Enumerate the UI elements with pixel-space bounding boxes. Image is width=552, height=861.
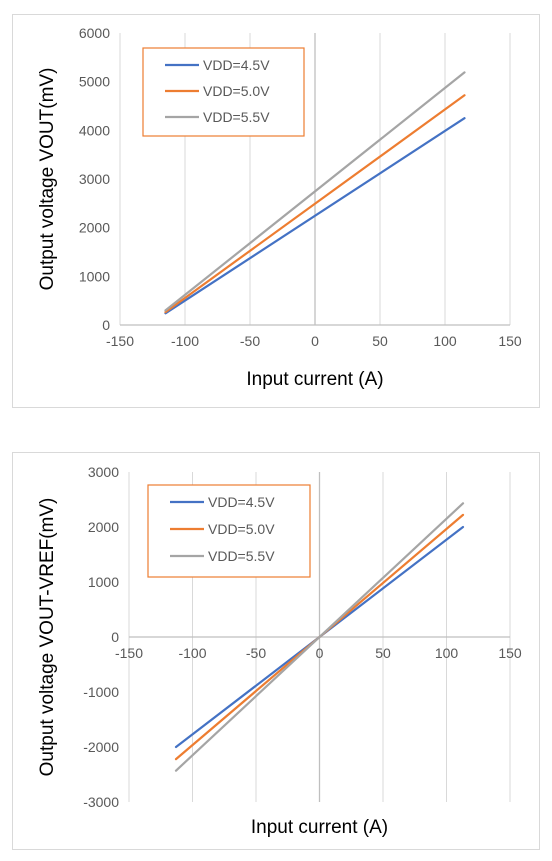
legend-label-0: VDD=4.5V	[203, 57, 270, 73]
y-tick-label: 3000	[79, 171, 110, 187]
legend-box	[147, 484, 311, 578]
series-line-0	[164, 117, 466, 315]
legend-label-2: VDD=5.5V	[208, 548, 275, 564]
x-tick-label: -100	[178, 645, 206, 661]
y-axis-title: Output voltage VOUT(mV)	[37, 68, 58, 291]
chart-panel-vout-vref: -3000 -2000 -1000 0 1000 2000 3000 -150 -100 -50 0…	[12, 452, 540, 850]
x-tick-label: 150	[498, 333, 522, 349]
x-tick-label: 50	[372, 333, 388, 349]
legend: VDD=4.5V VDD=5.0V VDD=5.5V	[147, 484, 311, 578]
series-line-2	[164, 71, 466, 312]
y-tick-label: 5000	[79, 74, 110, 90]
x-tick-label: 100	[435, 645, 459, 661]
legend-label-2: VDD=5.5V	[203, 109, 270, 125]
chart-vout: 0 1000 2000 3000 4000 5000 6000 -150 -100 -50 0 50 1…	[37, 25, 522, 390]
x-axis-title: Input current (A)	[251, 817, 388, 838]
x-tick-label: 100	[433, 333, 457, 349]
y-axis-title: Output voltage VOUT-VREF(mV)	[37, 498, 58, 777]
y-tick-label: 0	[111, 629, 119, 645]
legend-label-1: VDD=5.0V	[208, 521, 275, 537]
y-tick-label: 6000	[79, 25, 110, 41]
y-tick-label: 1000	[79, 268, 110, 284]
chart-vout-vref: -3000 -2000 -1000 0 1000 2000 3000 -150 -100 -50 0…	[37, 464, 522, 838]
x-tick-label: -100	[171, 333, 199, 349]
x-tick-label: 0	[316, 645, 324, 661]
x-tick-label: -150	[115, 645, 143, 661]
legend-label-0: VDD=4.5V	[208, 494, 275, 510]
x-tick-label: 150	[498, 645, 522, 661]
series-line-1	[164, 94, 466, 314]
x-tick-label: -50	[246, 645, 266, 661]
x-tick-label: -50	[240, 333, 260, 349]
legend-label-1: VDD=5.0V	[203, 83, 270, 99]
y-tick-label: 3000	[88, 464, 119, 480]
legend: VDD=4.5V VDD=5.0V VDD=5.5V	[142, 47, 305, 137]
x-tick-label: -150	[106, 333, 134, 349]
x-tick-label: 0	[311, 333, 319, 349]
chart-panel-vout: 0 1000 2000 3000 4000 5000 6000 -150 -100 -50 0 50 1…	[12, 14, 540, 408]
series-line-2	[174, 502, 465, 772]
y-tick-label: -2000	[83, 739, 119, 755]
y-tick-label: 0	[102, 317, 110, 333]
y-tick-label: 2000	[88, 519, 119, 535]
y-tick-label: 4000	[79, 122, 110, 138]
x-axis-title: Input current (A)	[246, 369, 383, 390]
y-tick-label: -1000	[83, 684, 119, 700]
y-tick-label: 2000	[79, 220, 110, 236]
y-tick-label: -3000	[83, 794, 119, 810]
y-tick-label: 1000	[88, 574, 119, 590]
x-tick-label: 50	[375, 645, 391, 661]
